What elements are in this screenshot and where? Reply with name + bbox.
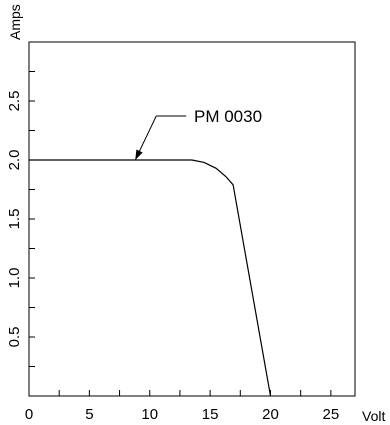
x-tick-label: 25 xyxy=(323,406,340,423)
x-tick-label: 20 xyxy=(262,406,279,423)
plot-frame xyxy=(28,41,356,397)
y-tick-label: 1.5 xyxy=(6,209,23,230)
y-tick-label: 2.5 xyxy=(6,91,23,112)
x-tick-label: 5 xyxy=(85,406,93,423)
series-line xyxy=(29,159,272,397)
annotation-label: PM 0030 xyxy=(194,107,262,126)
x-tick-label: 10 xyxy=(141,406,158,423)
tick-labels: 0 5 10 15 20 25 0.5 1.0 1.5 2.0 2.5 xyxy=(6,91,339,423)
x-tick-label: 15 xyxy=(202,406,219,423)
y-tick-label: 1.0 xyxy=(6,268,23,289)
x-tick-label: 0 xyxy=(25,406,33,423)
axis-ticks xyxy=(29,71,332,396)
y-tick-label: 2.0 xyxy=(6,150,23,171)
annotation-arrowhead xyxy=(135,149,143,160)
y-tick-label: 0.5 xyxy=(6,327,23,348)
x-axis-title: Volt xyxy=(362,408,385,424)
y-axis-title: Amps xyxy=(7,4,23,40)
